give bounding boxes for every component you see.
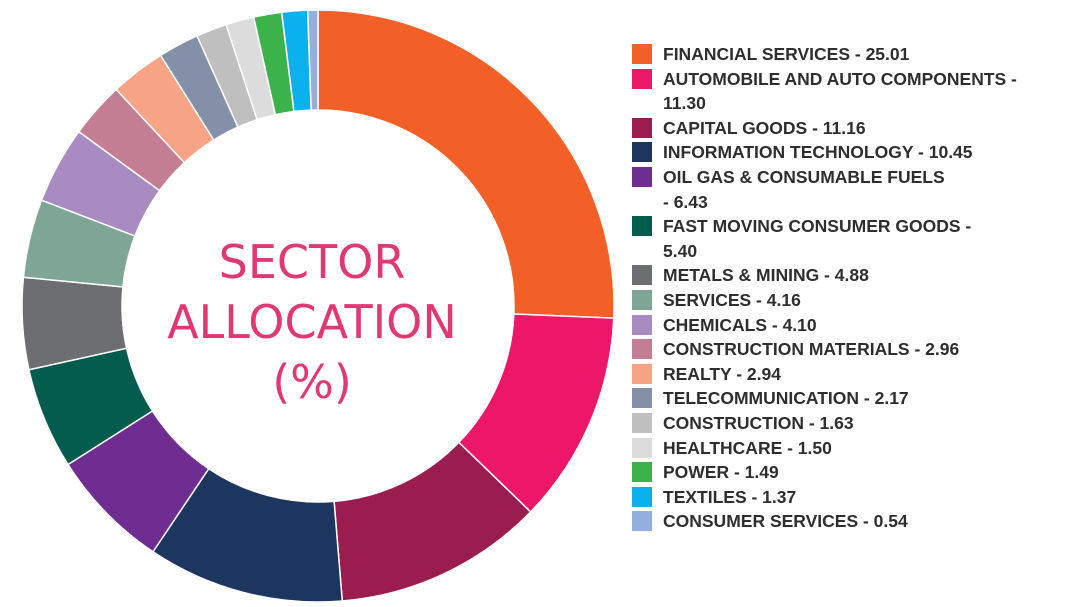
legend-label: OIL GAS & CONSUMABLE FUELS - 6.43 (663, 166, 945, 212)
legend-swatch (632, 339, 652, 360)
legend-item: OIL GAS & CONSUMABLE FUELS - 6.43 (632, 165, 1072, 214)
legend-label: POWER - 1.49 (663, 462, 779, 483)
legend-label: SERVICES - 4.16 (663, 289, 801, 310)
legend-item: CONSTRUCTION - 1.63 (632, 411, 1072, 436)
donut-chart (21, 9, 615, 603)
title-line-1: SECTOR (218, 235, 406, 289)
legend-label: HEALTHCARE - 1.50 (663, 437, 832, 458)
legend-label: INFORMATION TECHNOLOGY - 10.45 (663, 142, 973, 163)
legend-item: METALS & MINING - 4.88 (632, 263, 1072, 288)
legend-swatch (632, 289, 652, 310)
legend-item: FAST MOVING CONSUMER GOODS - 5.40 (632, 214, 1072, 263)
legend-label: CONSUMER SERVICES - 0.54 (663, 511, 908, 532)
legend-swatch (632, 142, 652, 163)
legend-item: CONSTRUCTION MATERIALS - 2.96 (632, 337, 1072, 362)
legend-label: CONSTRUCTION MATERIALS - 2.96 (663, 339, 960, 360)
legend-swatch (632, 166, 652, 187)
legend-swatch (632, 314, 652, 335)
legend-label: CAPITAL GOODS - 11.16 (663, 117, 866, 138)
legend-swatch (632, 363, 652, 384)
legend-swatch (632, 265, 652, 286)
legend-label: FAST MOVING CONSUMER GOODS - 5.40 (663, 216, 972, 261)
legend-swatch (632, 437, 652, 458)
legend-item: INFORMATION TECHNOLOGY - 10.45 (632, 140, 1072, 165)
legend-item: FINANCIAL SERVICES - 25.01 (632, 42, 1072, 67)
legend-label: METALS & MINING - 4.88 (663, 265, 869, 286)
legend-label: REALTY - 2.94 (663, 363, 781, 384)
legend-label: AUTOMOBILE AND AUTO COMPONENTS - 11.30 (663, 68, 1017, 114)
legend-label: CONSTRUCTION - 1.63 (663, 412, 854, 433)
legend-item: SERVICES - 4.16 (632, 288, 1072, 313)
slice-consumer-services (306, 9, 319, 111)
legend-label: FINANCIAL SERVICES - 25.01 (663, 44, 910, 64)
legend-swatch (632, 486, 652, 507)
legend-swatch (632, 388, 652, 409)
legend-label: TEXTILES - 1.37 (663, 486, 797, 507)
legend-item: CONSUMER SERVICES - 0.54 (632, 509, 1072, 534)
legend-swatch (632, 412, 652, 433)
legend-item: REALTY - 2.94 (632, 362, 1072, 387)
legend-item: POWER - 1.49 (632, 460, 1072, 485)
legend-label: TELECOMMUNICATION - 2.17 (663, 388, 909, 409)
legend-label: CHEMICALS - 4.10 (663, 314, 817, 335)
legend-swatch (632, 462, 652, 483)
slice-financial-services (317, 9, 615, 319)
legend-swatch (632, 216, 652, 237)
legend-item: HEALTHCARE - 1.50 (632, 436, 1072, 461)
legend-item: TELECOMMUNICATION - 2.17 (632, 386, 1072, 411)
legend-item: CAPITAL GOODS - 11.16 (632, 116, 1072, 141)
legend-item: TEXTILES - 1.37 (632, 485, 1072, 510)
legend-swatch (632, 117, 652, 138)
legend-item: CHEMICALS - 4.10 (632, 313, 1072, 338)
legend-swatch (632, 44, 652, 64)
title-line-2: ALLOCATION (167, 295, 457, 349)
legend-item: AUTOMOBILE AND AUTO COMPONENTS - 11.30 (632, 67, 1072, 116)
legend-swatch (632, 511, 652, 532)
legend-swatch (632, 68, 652, 89)
title-line-3: (%) (272, 355, 352, 409)
chart-legend: FINANCIAL SERVICES - 25.01 AUTOMOBILE AND… (632, 42, 1072, 534)
chart-center-title: SECTOR ALLOCATION (%) (120, 232, 504, 412)
